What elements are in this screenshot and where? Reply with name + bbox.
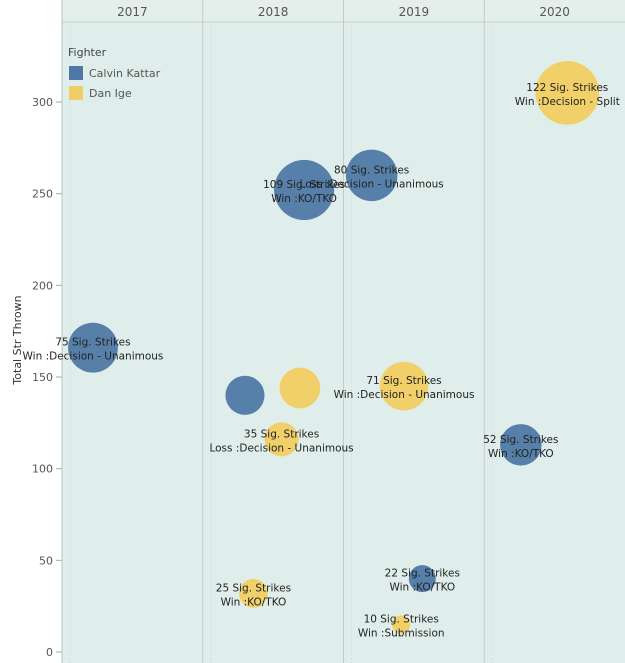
- bubble-label-result: Win :KO/TKO: [271, 193, 337, 205]
- bubble-label-strikes: 25 Sig. Strikes: [216, 582, 291, 594]
- legend: Fighter Calvin Kattar Dan Ige: [68, 46, 161, 100]
- bubble-label-strikes: 35 Sig. Strikes: [244, 428, 319, 440]
- bubble-label-result: Win :Decision - Unanimous: [334, 389, 475, 401]
- bubble-label-strikes: 109 Sig. Strikes: [263, 179, 345, 191]
- y-tick-label: 0: [46, 646, 53, 659]
- bubble-calvin-kattar[interactable]: [500, 424, 542, 466]
- bubble-dan-ige[interactable]: [379, 361, 429, 411]
- bubble-label-result: Win :KO/TKO: [389, 582, 455, 594]
- bubble-label-result: Win :Decision - Split: [515, 96, 620, 108]
- legend-swatch: [69, 66, 83, 80]
- y-tick-label: 50: [39, 554, 53, 567]
- y-tick-label: 100: [32, 463, 53, 476]
- y-tick-label: 150: [32, 371, 53, 384]
- y-tick-label: 200: [32, 279, 53, 292]
- bubble-dan-ige[interactable]: [279, 367, 321, 409]
- bubble-label-result: Win :Submission: [358, 628, 445, 640]
- bubble-label-strikes: 52 Sig. Strikes: [483, 434, 558, 446]
- legend-item-label: Dan Ige: [89, 87, 132, 100]
- bubble-label-result: Loss :Decision - Unanimous: [300, 178, 444, 190]
- bubble-label-result: Win :Decision - Unanimous: [23, 351, 164, 363]
- legend-swatch: [69, 86, 83, 100]
- bubble-label-strikes: 75 Sig. Strikes: [55, 337, 130, 349]
- year-header-2017: 2017: [117, 5, 148, 19]
- bubble-calvin-kattar[interactable]: [68, 322, 118, 373]
- bubble-calvin-kattar[interactable]: [408, 565, 436, 593]
- bubble-label-strikes: 71 Sig. Strikes: [366, 375, 441, 387]
- legend-title: Fighter: [68, 46, 107, 59]
- bubble-dan-ige[interactable]: [535, 61, 600, 125]
- bubble-calvin-kattar[interactable]: [225, 375, 265, 415]
- bubble-calvin-kattar[interactable]: [345, 149, 398, 202]
- bubble-label-strikes: 80 Sig. Strikes: [334, 164, 409, 176]
- year-header-2018: 2018: [258, 5, 289, 19]
- bubble-label-strikes: 122 Sig. Strikes: [526, 82, 608, 94]
- y-tick-label: 250: [32, 188, 53, 201]
- bubble-label-result: Loss :Decision - Unanimous: [209, 442, 353, 454]
- year-header-2020: 2020: [539, 5, 570, 19]
- bubble-dan-ige[interactable]: [392, 615, 411, 634]
- bubble-label-strikes: 22 Sig. Strikes: [385, 568, 460, 580]
- year-header-2019: 2019: [399, 5, 430, 19]
- bubble-label-strikes: 10 Sig. Strikes: [364, 614, 439, 626]
- bubble-dan-ige[interactable]: [239, 578, 268, 608]
- bubble-dan-ige[interactable]: [264, 422, 299, 457]
- y-axis-title: Total Str Thrown: [11, 295, 24, 385]
- y-tick-label: 300: [32, 96, 53, 109]
- legend-item-label: Calvin Kattar: [89, 67, 161, 80]
- bubble-label-result: Win :KO/TKO: [221, 596, 287, 608]
- bubble-label-result: Win :KO/TKO: [488, 448, 554, 460]
- bubble-calvin-kattar[interactable]: [274, 159, 335, 221]
